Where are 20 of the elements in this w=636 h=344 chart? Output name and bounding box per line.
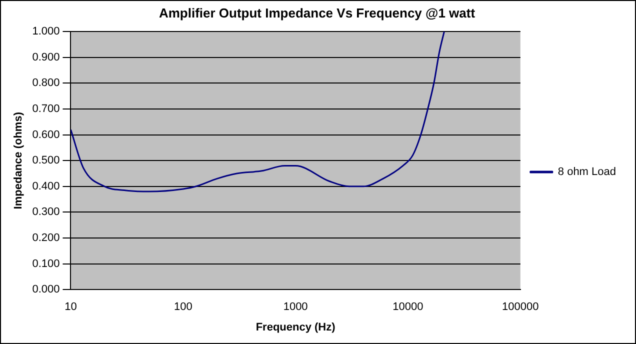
y-tick-label: 0.500 — [32, 154, 60, 167]
y-axis-title: Impedance (ohms) — [12, 112, 25, 210]
chart-title: Amplifier Output Impedance Vs Frequency @1 watt — [158, 5, 476, 20]
y-tick-label: 0.600 — [32, 128, 60, 141]
y-tick-label: 0.200 — [32, 232, 60, 244]
y-tick-label: 0.900 — [32, 51, 60, 64]
x-tick-label: 10 — [64, 301, 77, 314]
legend-label: 8 ohm Load — [558, 166, 616, 178]
x-axis-title: Frequency (Hz) — [256, 321, 336, 334]
x-tick-label: 10000 — [392, 301, 424, 314]
y-tick-label: 0.400 — [32, 180, 60, 192]
x-tick-label: 100000 — [502, 301, 539, 314]
y-tick-label: 0.000 — [32, 284, 60, 296]
y-tick-label: 0.300 — [32, 206, 60, 218]
y-tick-label: 1.000 — [32, 26, 60, 38]
x-tick-label: 1000 — [283, 301, 308, 314]
x-tick-label: 100 — [174, 301, 192, 314]
y-tick-label: 0.700 — [32, 103, 60, 116]
y-tick-label: 0.100 — [32, 258, 60, 270]
y-tick-label: 0.800 — [32, 77, 60, 90]
